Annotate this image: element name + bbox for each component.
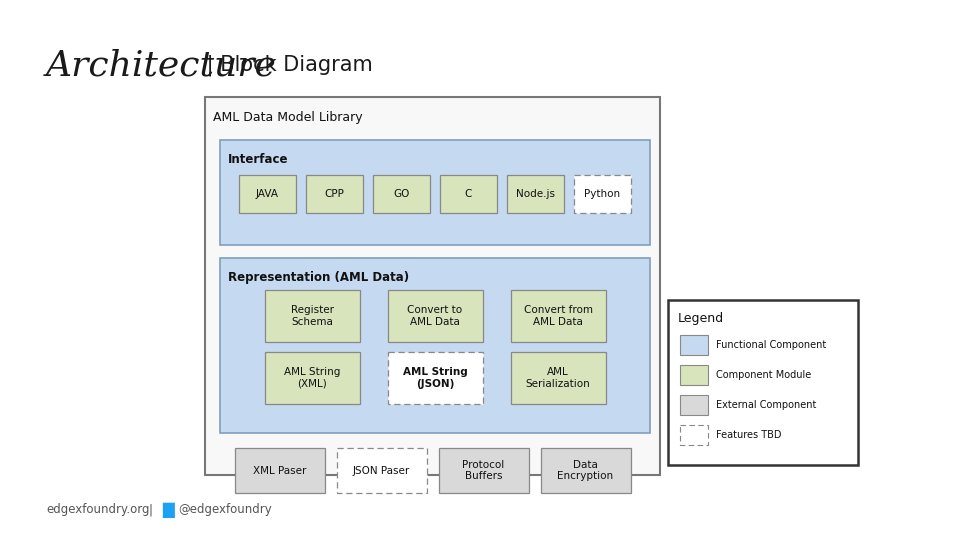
Text: Representation (AML Data): Representation (AML Data) [228, 271, 409, 284]
Text: Interface: Interface [228, 153, 289, 166]
FancyBboxPatch shape [540, 448, 631, 493]
FancyBboxPatch shape [680, 395, 708, 415]
FancyBboxPatch shape [511, 352, 606, 404]
Text: AML
Serialization: AML Serialization [526, 367, 590, 389]
Text: Convert from
AML Data: Convert from AML Data [523, 305, 592, 327]
FancyBboxPatch shape [680, 425, 708, 445]
Text: Register
Schema: Register Schema [291, 305, 333, 327]
FancyBboxPatch shape [511, 290, 606, 342]
FancyBboxPatch shape [220, 258, 650, 433]
FancyBboxPatch shape [388, 352, 483, 404]
FancyBboxPatch shape [239, 175, 296, 213]
FancyBboxPatch shape [680, 335, 708, 355]
Text: JAVA: JAVA [256, 189, 279, 199]
Text: | Block Diagram: | Block Diagram [200, 54, 372, 76]
Text: edgexfoundry.org: edgexfoundry.org [46, 503, 150, 516]
FancyBboxPatch shape [337, 448, 426, 493]
FancyBboxPatch shape [388, 290, 483, 342]
Text: GO: GO [394, 189, 410, 199]
FancyBboxPatch shape [220, 140, 650, 245]
Text: |: | [148, 503, 152, 516]
Text: CPP: CPP [324, 189, 345, 199]
Text: Legend: Legend [678, 312, 724, 325]
FancyBboxPatch shape [668, 300, 858, 465]
Text: █: █ [162, 502, 174, 518]
Text: Functional Component: Functional Component [716, 340, 827, 350]
Text: Data
Encryption: Data Encryption [558, 460, 613, 481]
Text: Node.js: Node.js [516, 189, 555, 199]
Text: XML Paser: XML Paser [252, 465, 306, 476]
Text: @edgexfoundry: @edgexfoundry [178, 503, 272, 516]
Text: Convert to
AML Data: Convert to AML Data [407, 305, 463, 327]
Text: Architecture: Architecture [46, 48, 276, 82]
FancyBboxPatch shape [507, 175, 564, 213]
FancyBboxPatch shape [680, 365, 708, 385]
FancyBboxPatch shape [574, 175, 631, 213]
Text: AML Data Model Library: AML Data Model Library [213, 111, 363, 124]
FancyBboxPatch shape [440, 175, 497, 213]
FancyBboxPatch shape [373, 175, 430, 213]
Text: JSON Paser: JSON Paser [353, 465, 410, 476]
Text: Python: Python [585, 189, 620, 199]
Text: External Component: External Component [716, 400, 816, 410]
FancyBboxPatch shape [306, 175, 363, 213]
FancyBboxPatch shape [234, 448, 324, 493]
Text: Protocol
Buffers: Protocol Buffers [463, 460, 505, 481]
Text: Features TBD: Features TBD [716, 430, 781, 440]
Text: C: C [465, 189, 472, 199]
FancyBboxPatch shape [205, 97, 660, 475]
Text: Component Module: Component Module [716, 370, 811, 380]
Text: AML String
(XML): AML String (XML) [284, 367, 340, 389]
FancyBboxPatch shape [265, 290, 359, 342]
Text: AML String
(JSON): AML String (JSON) [402, 367, 468, 389]
FancyBboxPatch shape [265, 352, 359, 404]
FancyBboxPatch shape [439, 448, 529, 493]
